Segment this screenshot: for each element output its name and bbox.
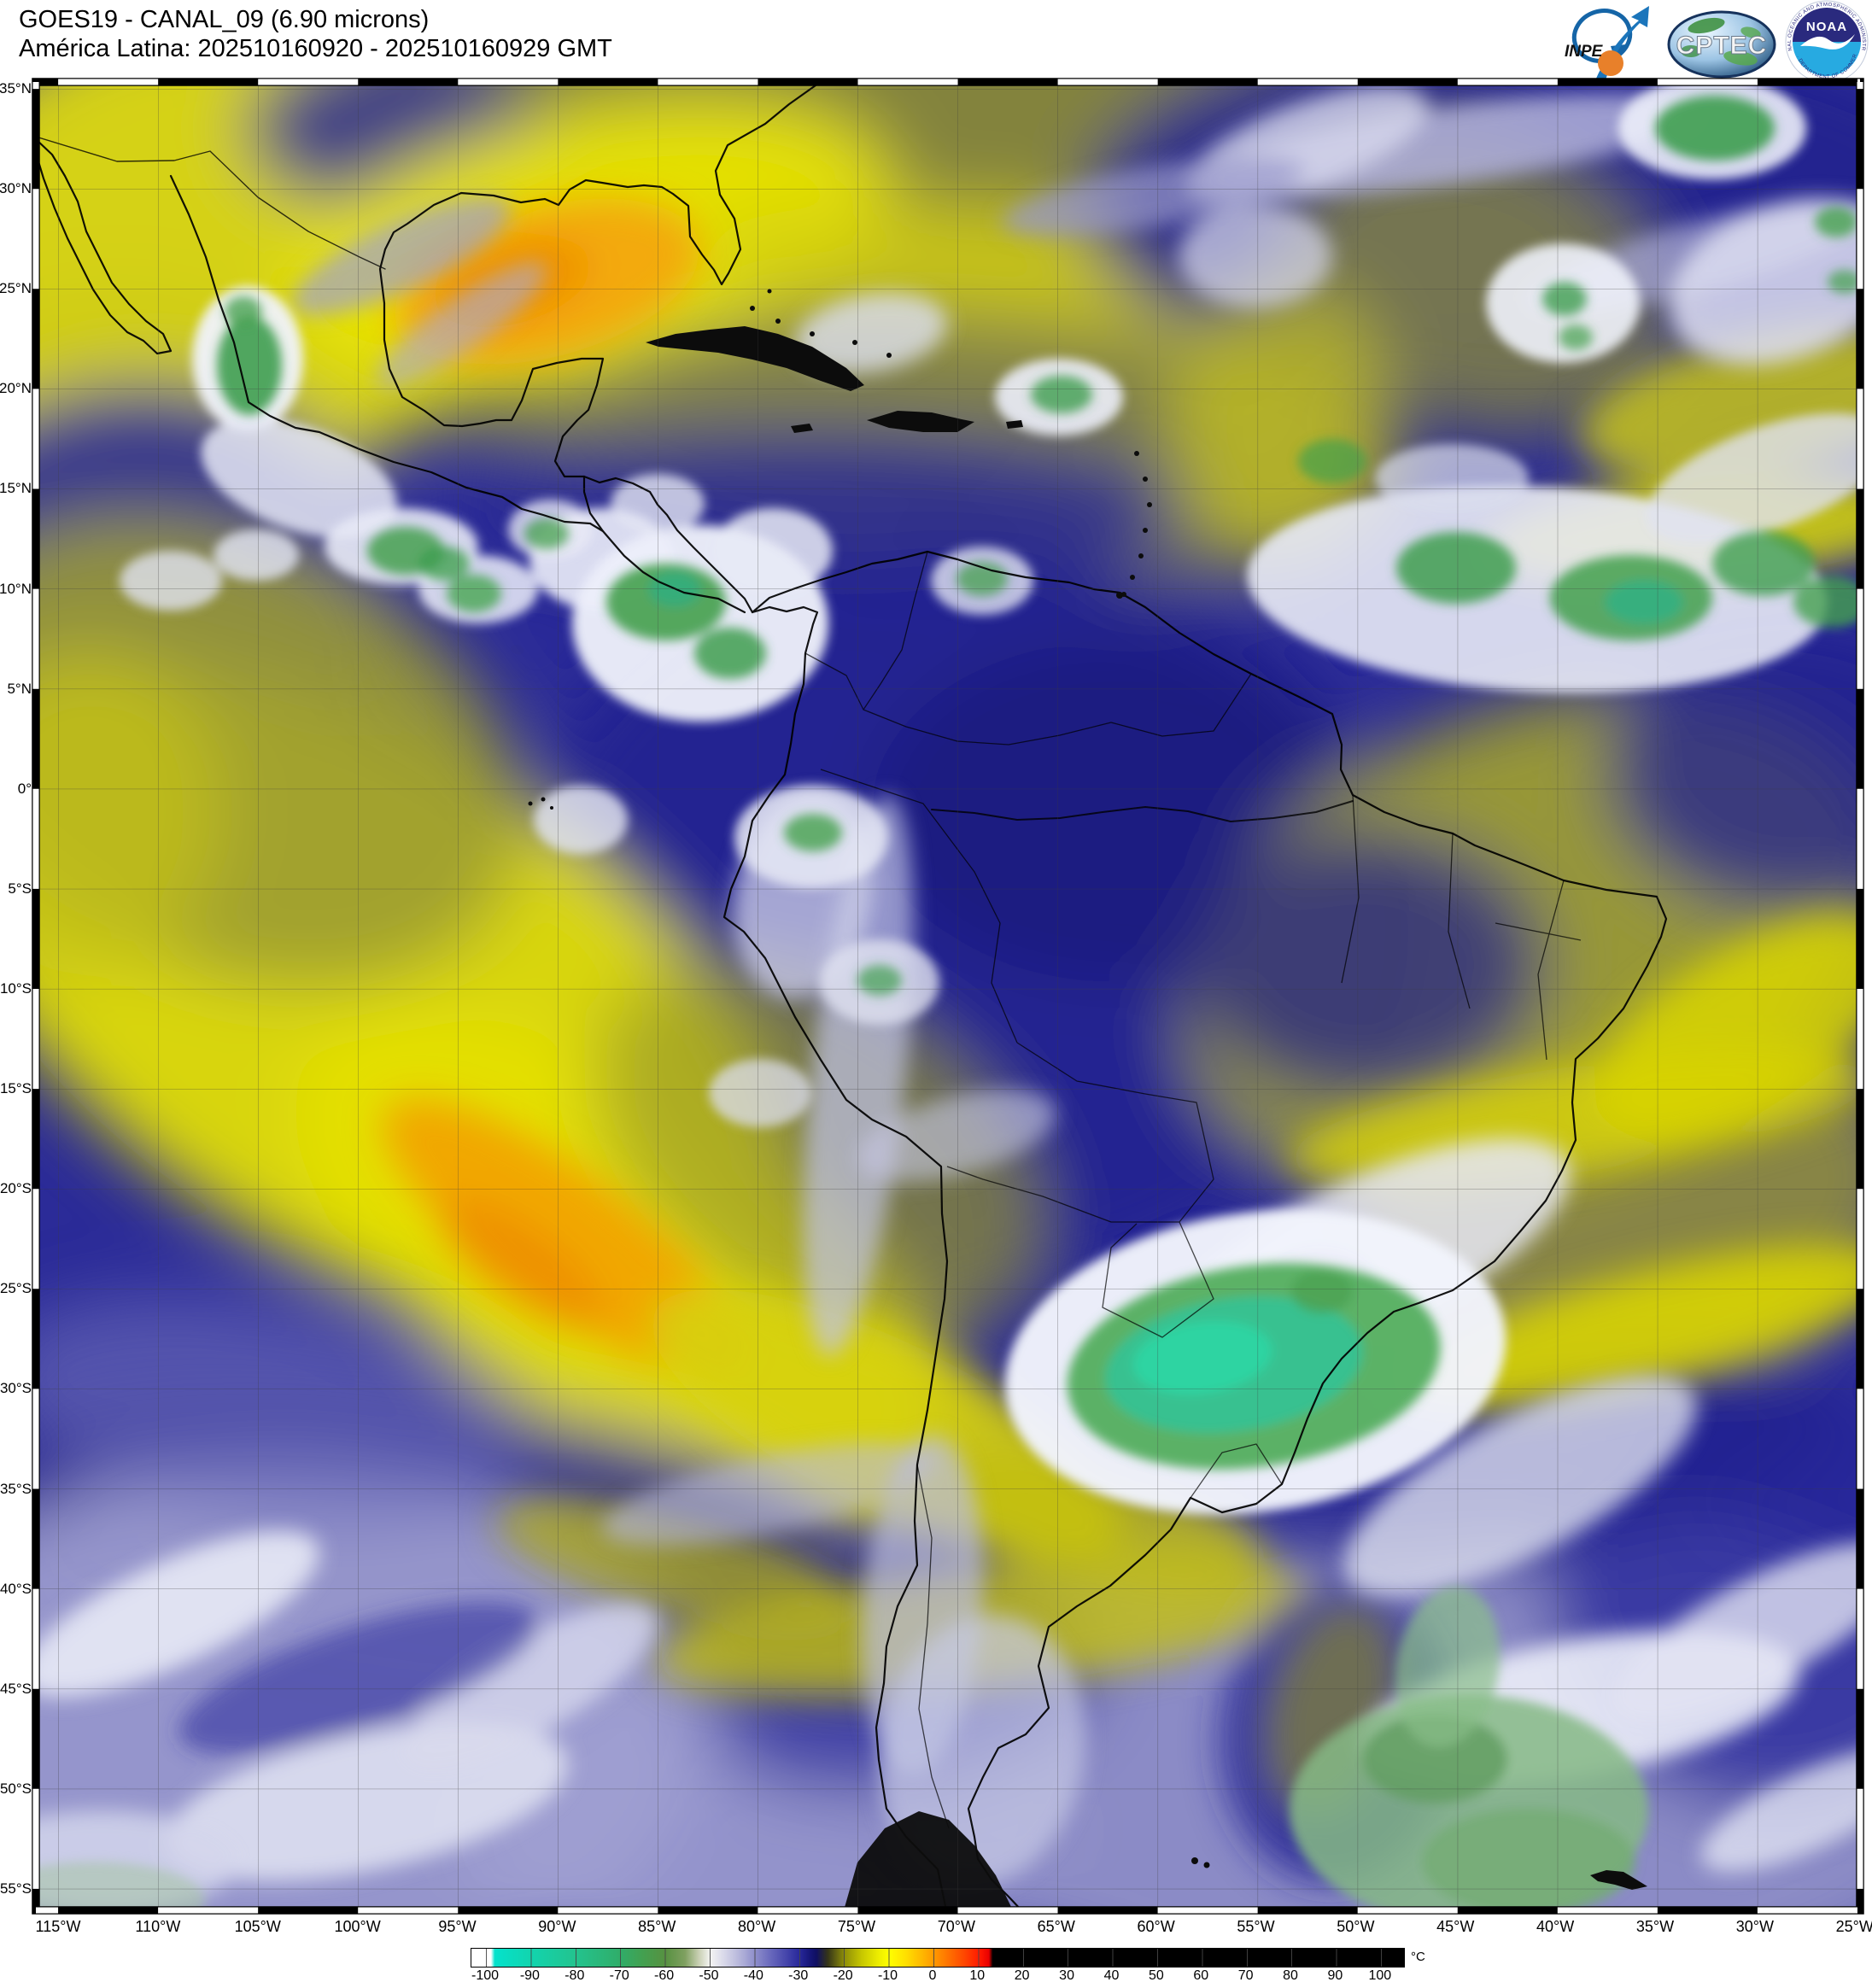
graticule-grid xyxy=(36,82,1860,1910)
lat-label: 30°N xyxy=(0,180,32,197)
noaa-seal-icon xyxy=(1785,0,1869,84)
lon-label: 45°W xyxy=(1436,1918,1475,1935)
colorbar-unit-label: °C xyxy=(1411,1950,1425,1964)
lon-label: 55°W xyxy=(1237,1918,1275,1935)
lat-label: 35°N xyxy=(0,80,32,96)
inpe-orbit-icon xyxy=(1571,6,1649,80)
noaa-label: NOAA xyxy=(1806,20,1847,34)
page-title: GOES19 - CANAL_09 (6.90 microns) xyxy=(19,6,430,33)
colorbar-tick-labels: -100 -90 -80 -70 -60 -50 -40 -30 -20 -10… xyxy=(468,1968,1397,1984)
map-frame xyxy=(32,78,1864,1915)
cptec-logo: CPTEC xyxy=(1665,10,1778,79)
cptec-label: CPTEC xyxy=(1676,32,1768,60)
lon-label: 90°W xyxy=(538,1918,576,1935)
lat-label: 5°S xyxy=(8,880,32,897)
lat-label: 45°S xyxy=(0,1680,32,1697)
lat-label: 20°N xyxy=(0,380,32,397)
colorbar-tick-label: 40 xyxy=(1103,1968,1120,1983)
colorbar-tick-label: -10 xyxy=(877,1968,898,1983)
colorbar-tick-label: 70 xyxy=(1237,1968,1254,1983)
lat-label: 15°S xyxy=(0,1080,32,1097)
lon-label: 70°W xyxy=(937,1918,975,1935)
lat-label: 25°N xyxy=(0,280,32,297)
colorbar-tick-label: -70 xyxy=(609,1968,629,1983)
colorbar-tick-label: 30 xyxy=(1059,1968,1074,1983)
lat-label: 55°S xyxy=(0,1880,32,1897)
lon-label: 100°W xyxy=(334,1918,381,1935)
colorbar-tick-label: -100 xyxy=(471,1968,500,1983)
colorbar-tick-label: 60 xyxy=(1193,1968,1209,1983)
colorbar-tick-label: 50 xyxy=(1148,1968,1164,1983)
colorbar-tick-label: 80 xyxy=(1283,1968,1298,1983)
colorbar-tick-label: 100 xyxy=(1368,1968,1392,1983)
lon-label: 75°W xyxy=(837,1918,876,1935)
lon-label: 85°W xyxy=(638,1918,676,1935)
colorbar-tick-label: 0 xyxy=(928,1968,937,1983)
lon-label: 105°W xyxy=(234,1918,281,1935)
lat-label: 20°S xyxy=(0,1180,32,1197)
header: GOES19 - CANAL_09 (6.90 microns) América… xyxy=(19,5,612,63)
colorbar-tick-label: -60 xyxy=(654,1968,675,1983)
lat-label: 25°S xyxy=(0,1280,32,1297)
inpe-logo: INPE xyxy=(1556,2,1664,82)
lat-label: 5°N xyxy=(7,680,32,697)
colorbar-tick-label: -80 xyxy=(565,1968,585,1983)
lon-label: 110°W xyxy=(135,1918,181,1935)
colorbar-tick-label: -50 xyxy=(699,1968,719,1983)
noaa-logo: NOAA NATIONAL OCEANIC AND ATMOSPHERIC AD… xyxy=(1782,0,1869,84)
lat-label: 10°S xyxy=(0,979,32,997)
lon-label: 80°W xyxy=(738,1918,776,1935)
lon-label: 65°W xyxy=(1037,1918,1075,1935)
colorbar-tick-label: -40 xyxy=(743,1968,763,1983)
lat-label: 15°N xyxy=(0,480,32,497)
lon-label: 60°W xyxy=(1137,1918,1175,1935)
lon-label: 25°W xyxy=(1835,1918,1872,1935)
cptec-globe-icon xyxy=(1667,10,1776,79)
lon-label: 40°W xyxy=(1536,1918,1575,1935)
colorbar-tick-label: 20 xyxy=(1014,1968,1030,1983)
lat-label: 0° xyxy=(17,780,32,797)
lat-label: 30°S xyxy=(0,1380,32,1397)
lon-label: 35°W xyxy=(1635,1918,1675,1935)
lon-label: 30°W xyxy=(1735,1918,1774,1935)
colorbar-tick-label: -90 xyxy=(519,1968,540,1983)
lat-label: 40°S xyxy=(0,1580,32,1597)
page-subtitle: América Latina: 202510160920 - 202510160… xyxy=(19,35,612,62)
temperature-colorbar xyxy=(471,1948,1405,1968)
colorbar-tick-marks xyxy=(486,1949,1404,1967)
longitude-axis: 115°W 110°W 105°W 100°W 95°W 90°W 85°W 8… xyxy=(24,1918,1872,1936)
lon-label: 50°W xyxy=(1337,1918,1375,1935)
colorbar-tick-label: -20 xyxy=(833,1968,853,1983)
inpe-label: INPE xyxy=(1565,43,1604,61)
lat-label: 35°S xyxy=(0,1480,32,1497)
lon-label: 115°W xyxy=(35,1918,81,1935)
lon-label: 95°W xyxy=(438,1918,477,1935)
colorbar-tick-label: 10 xyxy=(969,1968,986,1983)
lat-label: 50°S xyxy=(0,1780,32,1797)
lat-label: 10°N xyxy=(0,580,32,597)
colorbar-tick-label: -30 xyxy=(788,1968,809,1983)
colorbar-tick-label: 90 xyxy=(1327,1968,1343,1983)
latitude-axis: 35°N 30°N 25°N 20°N 15°N 10°N 5°N 0° 5°S… xyxy=(0,81,32,1897)
